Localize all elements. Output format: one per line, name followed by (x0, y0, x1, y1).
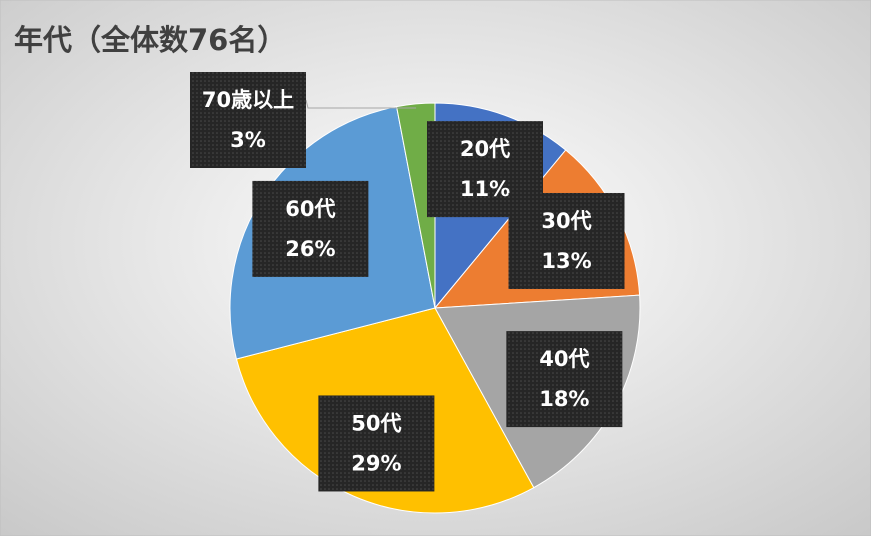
label-value: 18% (539, 387, 589, 411)
label-category: 50代 (351, 411, 401, 435)
label-category: 70歳以上 (202, 88, 294, 112)
label-category: 30代 (541, 209, 591, 233)
label-box (318, 395, 435, 492)
label-category: 40代 (539, 347, 589, 371)
label-box (252, 180, 369, 277)
label-box (508, 192, 625, 289)
chart-title: 年代（全体数76名） (14, 23, 286, 57)
label-box (506, 331, 623, 428)
label-value: 11% (460, 177, 510, 201)
label-category: 60代 (285, 197, 335, 221)
label-box (190, 72, 306, 168)
leader-line (305, 99, 417, 109)
label-value: 13% (541, 249, 591, 273)
label-value: 26% (285, 237, 335, 261)
label-category: 20代 (460, 137, 510, 161)
label-value: 3% (230, 128, 266, 152)
pie-slice (396, 102, 436, 309)
label-value: 29% (351, 451, 401, 475)
